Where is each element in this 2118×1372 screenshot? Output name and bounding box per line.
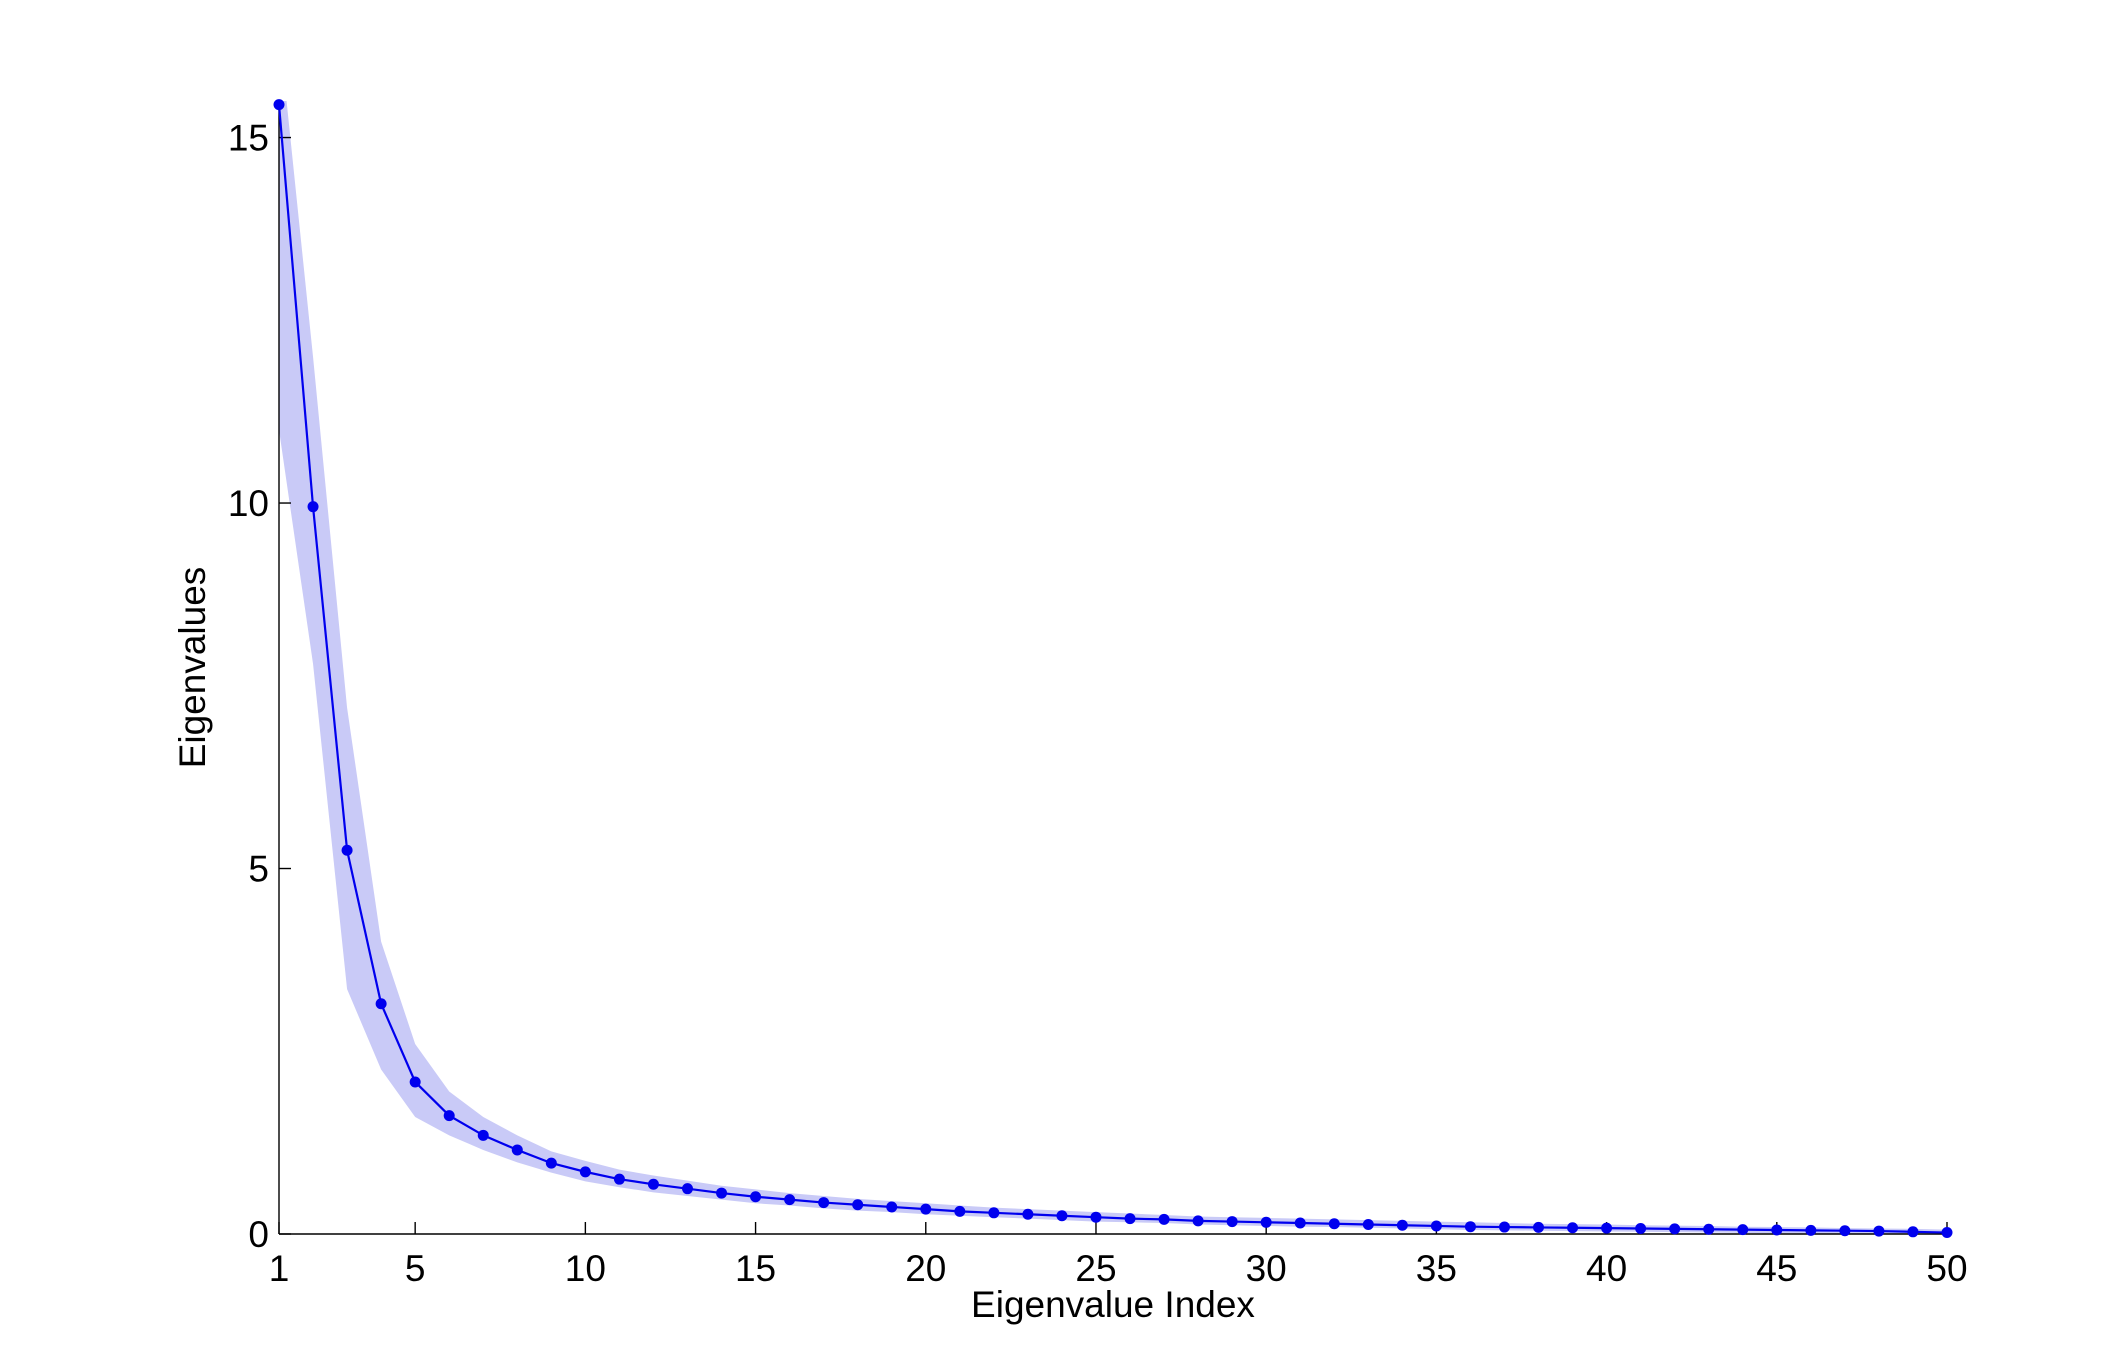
x-tick-label: 1 bbox=[269, 1248, 290, 1289]
data-point bbox=[307, 501, 319, 513]
data-point bbox=[341, 844, 353, 856]
x-tick-label: 30 bbox=[1246, 1248, 1287, 1289]
data-point bbox=[443, 1110, 455, 1122]
data-point bbox=[1771, 1224, 1783, 1236]
data-point bbox=[1601, 1222, 1613, 1234]
eigenvalue-line bbox=[277, 104, 1948, 1234]
data-point bbox=[511, 1144, 523, 1156]
x-tick-label: 25 bbox=[1075, 1248, 1116, 1289]
data-point bbox=[886, 1201, 898, 1213]
data-point bbox=[1805, 1224, 1817, 1236]
data-point bbox=[1362, 1218, 1374, 1230]
data-point bbox=[1567, 1222, 1579, 1234]
data-point bbox=[1124, 1213, 1136, 1225]
data-point bbox=[1464, 1221, 1476, 1233]
data-point bbox=[988, 1207, 1000, 1219]
data-point bbox=[613, 1173, 625, 1185]
data-point bbox=[1158, 1213, 1170, 1225]
data-point bbox=[1839, 1225, 1851, 1237]
y-axis-title: Eigenvalues bbox=[172, 567, 213, 769]
data-point bbox=[784, 1194, 796, 1206]
data-point bbox=[954, 1205, 966, 1217]
data-point bbox=[1396, 1219, 1408, 1231]
y-tick-label: 10 bbox=[228, 483, 269, 524]
data-point bbox=[681, 1183, 693, 1195]
data-point bbox=[1941, 1227, 1953, 1239]
x-tick-label: 40 bbox=[1586, 1248, 1627, 1289]
data-point bbox=[1669, 1223, 1681, 1235]
series-layer bbox=[273, 99, 1953, 1239]
data-point bbox=[1294, 1217, 1306, 1229]
data-point bbox=[647, 1178, 659, 1190]
x-tick-label: 15 bbox=[735, 1248, 776, 1289]
data-point bbox=[1635, 1223, 1647, 1235]
data-point bbox=[409, 1076, 421, 1088]
data-point bbox=[1907, 1226, 1919, 1238]
confidence-band bbox=[279, 101, 1947, 1234]
data-point bbox=[1737, 1224, 1749, 1236]
data-point bbox=[1328, 1218, 1340, 1230]
x-tick-label: 20 bbox=[905, 1248, 946, 1289]
x-axis-title: Eigenvalue Index bbox=[971, 1284, 1255, 1325]
y-tick-label: 5 bbox=[248, 849, 269, 890]
data-point bbox=[920, 1203, 932, 1215]
confidence-band-layer bbox=[279, 101, 1947, 1234]
data-point bbox=[1430, 1220, 1442, 1232]
data-point bbox=[818, 1197, 830, 1209]
y-ticks: 0 5 10 15 bbox=[228, 118, 291, 1255]
x-tick-label: 50 bbox=[1926, 1248, 1967, 1289]
x-ticks: 1 5 10 15 20 25 30 35 40 45 50 bbox=[269, 1222, 1968, 1289]
data-point bbox=[1498, 1221, 1510, 1233]
data-point bbox=[1056, 1210, 1068, 1222]
data-point bbox=[1226, 1216, 1238, 1228]
data-point bbox=[1090, 1211, 1102, 1223]
data-point bbox=[852, 1199, 864, 1211]
data-point bbox=[750, 1191, 762, 1203]
data-point bbox=[1260, 1216, 1272, 1228]
data-point bbox=[1192, 1215, 1204, 1227]
x-tick-label: 35 bbox=[1416, 1248, 1457, 1289]
data-point bbox=[375, 998, 387, 1010]
data-point bbox=[716, 1187, 728, 1199]
y-tick-label: 0 bbox=[248, 1214, 269, 1255]
data-point bbox=[1022, 1208, 1034, 1220]
y-tick-label: 15 bbox=[228, 118, 269, 159]
x-tick-label: 45 bbox=[1756, 1248, 1797, 1289]
axes bbox=[278, 101, 1947, 1235]
data-point bbox=[579, 1166, 591, 1178]
x-tick-label: 5 bbox=[405, 1248, 426, 1289]
data-point bbox=[273, 99, 285, 111]
data-point bbox=[1533, 1221, 1545, 1233]
x-tick-label: 10 bbox=[565, 1248, 606, 1289]
data-point bbox=[1703, 1223, 1715, 1235]
data-point bbox=[1873, 1225, 1885, 1237]
data-point bbox=[545, 1157, 557, 1169]
data-point bbox=[477, 1129, 489, 1141]
